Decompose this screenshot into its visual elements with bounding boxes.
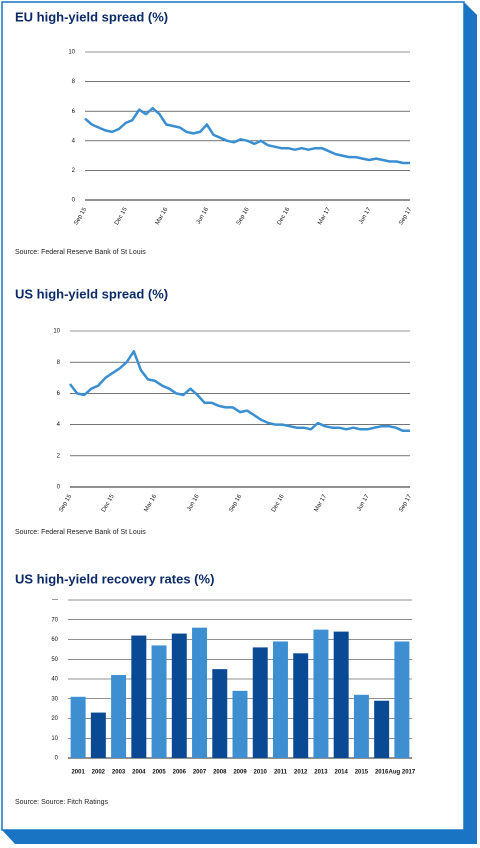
bar	[353, 694, 369, 758]
bar	[212, 669, 228, 758]
source-note: Source: Federal Reserve Bank of St Louis	[15, 249, 146, 256]
y-tick-label: 6	[72, 109, 76, 115]
y-tick-label: 10	[53, 329, 60, 335]
x-tick-label: 2004	[132, 770, 146, 776]
spread-line	[84, 106, 410, 165]
bar	[232, 690, 248, 758]
bar	[171, 633, 187, 758]
x-tick-label: 2013	[314, 770, 328, 776]
x-tick-label: 2010	[254, 770, 268, 776]
bar	[333, 631, 349, 758]
y-tick-label: 4	[57, 422, 61, 428]
x-tick-label: 2009	[233, 770, 247, 776]
x-tick-label: 2006	[173, 770, 187, 776]
bar	[293, 653, 309, 758]
bar	[151, 645, 167, 758]
x-tick-label: 2005	[152, 770, 166, 776]
x-tick-label: 2012	[294, 770, 308, 776]
y-tick-label: 6	[57, 391, 61, 397]
y-tick-label: 60	[51, 637, 58, 643]
y-tick-label: 8	[72, 79, 76, 85]
y-tick-label: 30	[51, 696, 58, 702]
bar	[313, 629, 329, 758]
bar	[252, 647, 268, 758]
x-tick-label: 2011	[274, 770, 288, 776]
y-tick-label: 50	[51, 657, 58, 663]
x-tick-label: 2003	[112, 770, 126, 776]
y-tick-label: 0	[57, 485, 61, 491]
y-tick-label: 10	[51, 736, 58, 742]
x-tick-label: 2008	[213, 770, 227, 776]
bar	[192, 627, 208, 758]
bar	[111, 675, 127, 758]
y-tick-label: 8	[57, 360, 61, 366]
y-tick-label: 0	[55, 756, 59, 762]
y-tick-label: 40	[51, 677, 58, 683]
bar	[374, 700, 390, 758]
x-tick-label: 2001	[71, 770, 85, 776]
x-tick-label: 2007	[193, 770, 207, 776]
x-tick-label: Aug 2017	[389, 770, 416, 776]
y-tick-label: 10	[68, 50, 75, 56]
x-tick-label: 2015	[355, 770, 369, 776]
y-tick-label: 2	[57, 453, 61, 459]
bar	[131, 635, 147, 758]
chart-title: US high-yield spread (%)	[15, 286, 168, 301]
x-tick-label: 2016	[375, 770, 389, 776]
chart-title: US high-yield recovery rates (%)	[15, 571, 214, 586]
source-note: Source: Source: Fitch Ratings	[15, 799, 108, 806]
y-tick-label: 20	[51, 716, 58, 722]
y-tick-label: 0	[72, 198, 76, 204]
y-tick-label: —	[52, 598, 58, 604]
bar	[272, 641, 288, 758]
bar	[394, 641, 410, 758]
y-tick-label: 2	[72, 168, 76, 174]
y-tick-label: 70	[51, 617, 58, 623]
source-note: Source: Federal Reserve Bank of St Louis	[15, 529, 146, 536]
y-tick-label: 4	[72, 138, 76, 144]
spread-line	[69, 350, 410, 433]
chart-title: EU high-yield spread (%)	[15, 9, 168, 24]
x-tick-label: 2014	[334, 770, 348, 776]
bar	[90, 712, 106, 758]
x-tick-label: 2002	[92, 770, 106, 776]
bar	[70, 696, 86, 758]
